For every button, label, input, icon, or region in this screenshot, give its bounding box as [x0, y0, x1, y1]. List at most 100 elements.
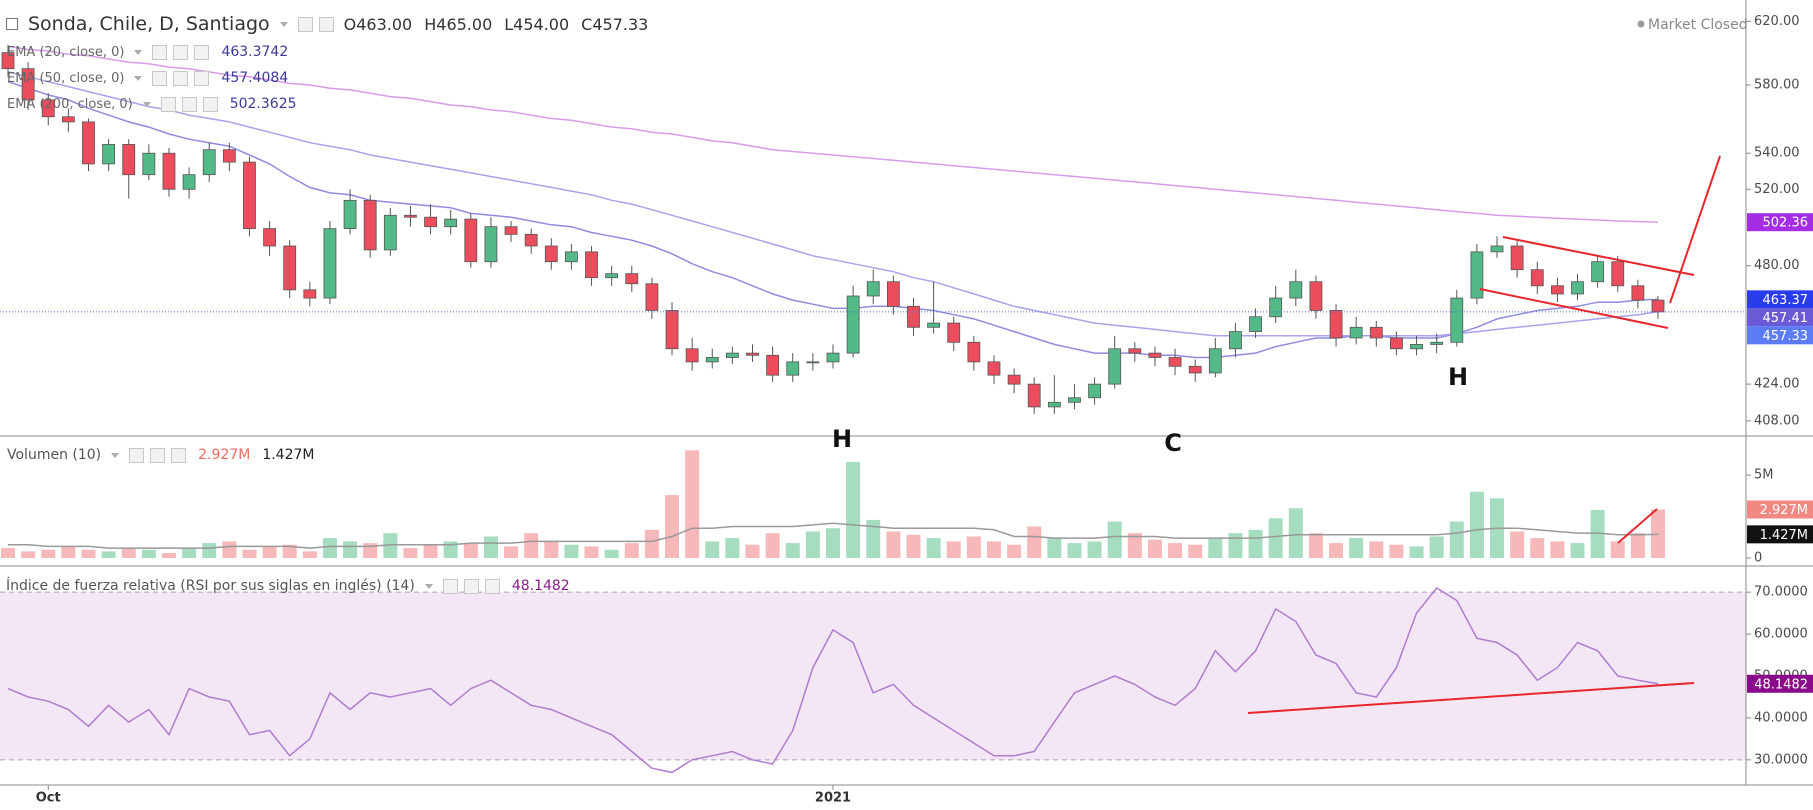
remove-icon[interactable] [194, 44, 210, 60]
volume-bar [1550, 541, 1565, 558]
volume-bar [262, 546, 277, 558]
volume-bar [1248, 529, 1263, 558]
candle-body [1309, 281, 1323, 311]
candle-body [1470, 251, 1484, 299]
volume-bar [81, 549, 96, 558]
y-tick-label: 520.00 [1754, 182, 1800, 197]
candle-body [1, 52, 15, 70]
remove-icon[interactable] [484, 578, 500, 594]
y-tick-label: 480.00 [1754, 258, 1800, 273]
eye-icon[interactable] [152, 70, 168, 86]
settings-icon[interactable] [181, 96, 197, 112]
volume-bar [504, 546, 519, 558]
y-tick-label: 620.00 [1754, 14, 1800, 29]
candle-body [665, 310, 679, 350]
rsi-legend: Índice de fuerza relativa (RSI por sus s… [6, 578, 570, 594]
eye-icon[interactable] [160, 96, 176, 112]
candle-body [202, 149, 216, 176]
collapse-icon[interactable] [6, 18, 18, 30]
volume-bar [302, 551, 317, 558]
remove-icon[interactable] [171, 447, 187, 463]
volume-legend: Volumen (10) 2.927M 1.427M [7, 447, 314, 463]
volume-bar [423, 544, 438, 558]
volume-bar [141, 549, 156, 558]
volume-bar [906, 534, 921, 558]
candle-body [1550, 285, 1564, 295]
volume-bar [1630, 533, 1645, 558]
volume-bar [443, 541, 458, 558]
y-tick-label: 408.00 [1754, 413, 1800, 428]
volume-bar [826, 528, 840, 558]
y-tick-label: 40.0000 [1754, 710, 1808, 725]
remove-icon[interactable] [194, 70, 210, 86]
candle-body [1430, 341, 1444, 345]
rsi-title: Índice de fuerza relativa (RSI por sus s… [6, 578, 415, 594]
dropdown[interactable] [134, 75, 143, 81]
candle-body [1490, 245, 1504, 253]
candle-body [585, 251, 598, 279]
dropdown[interactable] [279, 21, 288, 27]
settings-icon[interactable] [173, 44, 189, 60]
candle-body [1188, 365, 1202, 374]
indicator-legend: EMA (50, close, 0) 457.4084 [7, 70, 288, 86]
candle-body [1631, 285, 1645, 301]
volume-bar [1, 548, 15, 558]
candle-body [383, 214, 397, 251]
dropdown[interactable] [142, 101, 151, 107]
price-badge [1747, 500, 1813, 519]
dropdown[interactable] [111, 452, 120, 458]
price-badge-label: 1.427M [1760, 528, 1808, 543]
settings-icon[interactable] [318, 16, 334, 32]
volume-bar [222, 541, 237, 558]
volume-bar [805, 531, 820, 558]
dropdown[interactable] [424, 583, 433, 589]
price-badge [1747, 326, 1813, 345]
candle-body [323, 228, 337, 299]
volume-bar [463, 543, 478, 558]
indicator-legend: EMA (20, close, 0) 463.3742 [7, 44, 288, 60]
candle-body [1510, 245, 1524, 271]
volume-bar [785, 543, 800, 558]
rsi-value: 48.1482 [511, 578, 570, 594]
x-tick-label: Oct [36, 791, 61, 806]
eye-icon[interactable] [442, 578, 458, 594]
candle-body [524, 233, 538, 247]
price-badge-label: 457.41 [1763, 311, 1809, 326]
candle-body [826, 352, 840, 363]
volume-bar [846, 461, 861, 558]
volume-bar [161, 553, 176, 558]
candle-body [1108, 348, 1122, 385]
trend-line [1669, 155, 1721, 304]
candle-body [786, 361, 800, 376]
candle-body [1269, 297, 1283, 318]
indicator-legend: EMA (200, close, 0) 502.3625 [7, 96, 297, 112]
remove-icon[interactable] [202, 96, 218, 112]
dropdown[interactable] [134, 49, 143, 55]
volume-bar [644, 529, 659, 558]
volume-value: 2.927M [198, 447, 251, 463]
volume-bar [383, 533, 398, 558]
candle-body [967, 341, 981, 363]
candle-body [1611, 261, 1625, 287]
ohlc-close: C457.33 [581, 14, 649, 34]
candle-body [927, 322, 941, 328]
candle-body [766, 354, 780, 376]
eye-icon[interactable] [129, 447, 145, 463]
price-badge [1747, 308, 1813, 327]
candle-body [363, 199, 377, 251]
indicator-name: EMA (50, close, 0) [7, 70, 125, 86]
eye-icon[interactable] [152, 44, 168, 60]
volume-bar [1308, 533, 1323, 558]
candle-body [504, 226, 518, 235]
candle-body [1390, 337, 1403, 350]
settings-icon[interactable] [463, 578, 479, 594]
settings-icon[interactable] [150, 447, 166, 463]
eye-icon[interactable] [297, 16, 313, 32]
volume-bar [1107, 521, 1122, 558]
settings-icon[interactable] [173, 70, 189, 86]
volume-ma-value: 1.427M [262, 447, 315, 463]
candle-body [1591, 261, 1605, 283]
y-tick-label: 540.00 [1754, 146, 1800, 161]
